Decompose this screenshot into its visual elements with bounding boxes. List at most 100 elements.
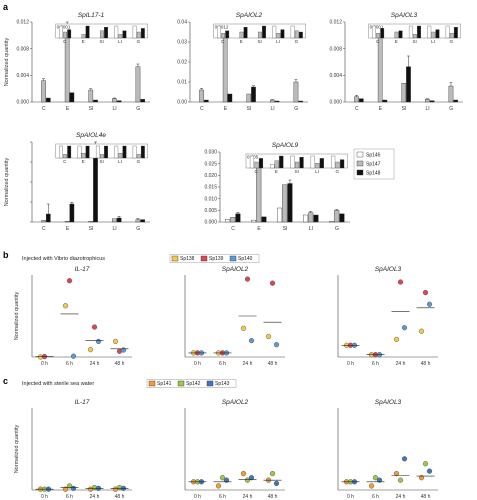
panel-title: IL-17 <box>75 266 90 273</box>
bar-Sp147-G <box>135 219 141 223</box>
inset-bar <box>239 31 244 39</box>
x-tick-label: G <box>449 106 453 112</box>
point-Sp140-48 h <box>273 342 280 348</box>
bar-Sp148-G <box>140 219 146 223</box>
inset-bar <box>249 155 255 169</box>
x-tick-label: 24 h <box>243 494 253 500</box>
x-tick-label: G <box>136 106 140 112</box>
x-tick-label: G <box>294 106 298 112</box>
inset-bar <box>290 155 295 169</box>
inset-bar <box>280 29 285 39</box>
x-tick-label: LI <box>426 106 430 112</box>
point-Sp143-24 h <box>401 456 408 462</box>
legend-swatch-Sp146 <box>356 151 364 158</box>
inset-bar <box>81 34 86 39</box>
legend-label-Sp142: Sp142 <box>186 381 201 387</box>
x-tick-label: 48 h <box>115 494 125 500</box>
point-Sp138-24 h <box>87 347 94 353</box>
inset-bar <box>254 161 259 169</box>
point-Sp143-6 h <box>376 477 383 483</box>
point-Sp141-24 h <box>393 471 400 477</box>
inset-bar <box>63 31 67 39</box>
inset-bar <box>274 160 279 169</box>
point-Sp143-48 h <box>426 468 433 474</box>
panel-title: SpAIOL2 <box>222 399 249 406</box>
inset-x-label: LI <box>431 39 435 44</box>
inset-bar <box>398 30 403 39</box>
panel-title: SpAIOL2 <box>236 12 263 19</box>
bar-Sp148-G <box>298 100 304 103</box>
bar-Sp146-G <box>329 221 335 223</box>
bar-Sp148-C <box>45 97 51 103</box>
x-tick-label: E <box>224 106 228 112</box>
dot-panel-b2: SpAIOL2 0 h 6 h 24 h 48 h <box>184 266 285 367</box>
x-tick-label: 48 h <box>268 494 278 500</box>
point-Sp140-6 h <box>70 353 77 359</box>
panel-label-a: a <box>3 2 9 12</box>
inset-bar <box>81 153 86 159</box>
inset-bar <box>315 163 320 169</box>
inset-x-label: C <box>255 169 259 174</box>
inset-bar <box>217 25 221 39</box>
bar-panel-1: SpIL17-1 0.000 0.004 0.008 0.012 Normalized q… <box>4 12 150 112</box>
point-Sp142-6 h <box>66 483 73 489</box>
point-Sp141-6 h <box>215 483 222 489</box>
y-tick-label: 0.000 <box>16 100 29 106</box>
inset-bar <box>258 158 264 169</box>
inset-bar <box>310 155 315 169</box>
x-tick-label: 48 h <box>421 494 431 500</box>
y-tick-label: 0.01 <box>177 80 187 86</box>
y-axis-label: Normalized quantity <box>14 291 20 340</box>
point-Sp142-6 h <box>219 475 226 481</box>
x-tick-label: 24 h <box>396 494 406 500</box>
inset-bar <box>298 31 303 39</box>
panel-title: SpAIOL3 <box>391 12 418 19</box>
bar-Sp147-C <box>199 89 204 103</box>
inset-bar <box>294 161 300 169</box>
inset-bar <box>413 34 417 39</box>
point-Sp140-24 h <box>95 338 102 345</box>
inset-bar <box>77 145 82 159</box>
inset-bar <box>140 145 145 159</box>
bar-Sp146-SI <box>277 207 283 223</box>
y-tick-label: 0.03 <box>177 40 187 46</box>
panel-title: SpAIOL3 <box>375 399 402 406</box>
header-c: Injected with sterile sea water <box>22 381 94 387</box>
x-tick-label: C <box>355 106 359 112</box>
bar-Sp147-LI <box>308 212 314 223</box>
point-Sp139-24 h <box>91 324 98 330</box>
legend-label-Sp147: Sp147 <box>366 162 381 168</box>
legend-swatch-Sp147 <box>356 160 364 167</box>
y-tick-label: 0.005 <box>204 208 217 214</box>
bar-Sp148-E <box>69 92 75 103</box>
inset-bar <box>290 25 295 39</box>
inset-bar <box>114 145 119 159</box>
point-Sp139-24 h <box>244 276 251 282</box>
x-tick-label: G <box>335 226 339 232</box>
inset-bar <box>100 30 104 39</box>
x-tick-label: 6 h <box>372 361 379 367</box>
x-tick-label: C <box>231 226 235 232</box>
inset-bar <box>394 31 399 39</box>
x-tick-label: SI <box>247 106 252 112</box>
bar-Sp147-SI <box>88 220 94 223</box>
x-tick-label: C <box>42 106 46 112</box>
bar-Sp146-E <box>250 219 257 223</box>
y-tick-label: 0.020 <box>204 173 217 179</box>
bar-Sp148-SI <box>93 99 98 103</box>
inset-x-label: E <box>240 39 243 44</box>
point-Sp141-6 h <box>62 486 69 492</box>
bar-Sp147-C <box>354 96 359 103</box>
x-tick-label: 24 h <box>90 361 100 367</box>
inset-bar <box>132 145 137 159</box>
dot-panel-b3: SpAIOL3 0 h 6 h 24 h 48 h <box>337 266 438 367</box>
y-tick-label: 0.012 <box>16 20 29 26</box>
x-tick-label: 24 h <box>90 494 100 500</box>
point-Sp143-48 h <box>273 480 280 487</box>
point-Sp140-24 h <box>401 325 408 331</box>
legend-swatch-Sp142 <box>177 380 185 387</box>
panel-title: SpAIOL2 <box>222 266 249 273</box>
x-tick-label: E <box>379 106 383 112</box>
inset-x-label: G <box>450 39 454 44</box>
